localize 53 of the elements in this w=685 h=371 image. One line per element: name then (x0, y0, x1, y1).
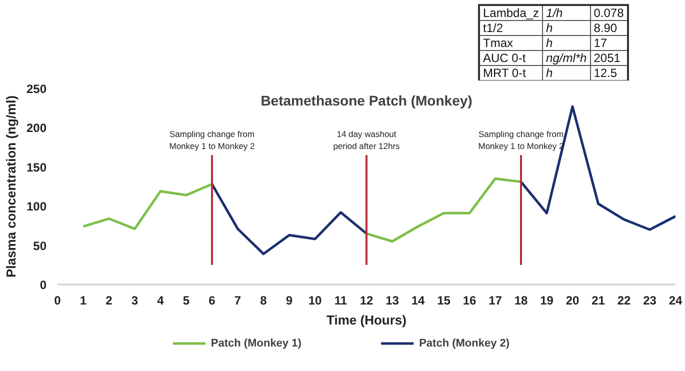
x-tick-label: 4 (157, 294, 164, 308)
x-tick-label: 14 (411, 294, 425, 308)
text: Lambda_z (479, 5, 543, 20)
y-tick-label: 150 (26, 160, 47, 174)
text: ng/ml*h (542, 50, 590, 66)
text: 0.078 (590, 5, 628, 20)
ref-line-label: Sampling change from Monkey 1 to Monkey 2 (169, 129, 256, 152)
x-tick-label: 16 (462, 294, 476, 308)
x-axis-title: Time (Hours) (326, 312, 406, 328)
x-tick-label: 18 (514, 294, 528, 308)
x-tick-label: 21 (592, 294, 606, 308)
ref-line-label: 14 day washout period after 12hrs (333, 129, 400, 152)
text: MRT 0-t (479, 66, 543, 81)
x-tick-label: 5 (182, 294, 190, 308)
text: h (542, 20, 590, 36)
legend-label: Patch (Monkey 1) (210, 338, 302, 350)
x-tick-label: 6 (208, 294, 216, 308)
text: t1/2 (479, 20, 543, 36)
x-tick-label: 17 (488, 294, 502, 308)
x-tick-label: 23 (643, 294, 657, 308)
text: 1/h (542, 5, 590, 20)
y-tick-label: 250 (26, 82, 47, 96)
x-tick-label: 9 (286, 294, 293, 308)
text: h (542, 66, 590, 81)
x-tick-label: 7 (234, 294, 242, 308)
text: 12.5 (590, 66, 628, 81)
text: AUC 0-t (479, 50, 543, 66)
text: 8.90 (590, 20, 628, 36)
legend-label: Patch (Monkey 2) (419, 338, 510, 350)
y-tick-label: 50 (33, 238, 47, 253)
x-tick-label: 1 (80, 294, 87, 308)
x-tick-label: 0 (54, 294, 62, 308)
x-tick-label: 20 (566, 294, 580, 308)
text: 17 (590, 36, 628, 50)
text: Tmax (479, 36, 543, 50)
x-tick-label: 3 (131, 294, 138, 308)
x-tick-label: 13 (386, 294, 400, 308)
x-tick-label: 12 (360, 294, 374, 308)
x-tick-label: 15 (437, 294, 451, 308)
x-tick-label: 24 (668, 294, 682, 308)
y-tick-label: 100 (26, 200, 47, 214)
y-tick-label: 200 (26, 121, 47, 136)
text: h (542, 36, 590, 50)
x-tick-label: 19 (540, 294, 554, 308)
x-tick-label: 22 (617, 294, 631, 308)
y-axis-title: Plasma concentration (ng/ml) (3, 95, 18, 278)
y-tick-label: 0 (40, 278, 47, 292)
x-tick-label: 8 (260, 294, 268, 308)
chart-title: Betamethasone Patch (Monkey) (260, 92, 472, 108)
text: 2051 (590, 50, 628, 66)
x-tick-label: 10 (308, 294, 322, 308)
x-tick-label: 2 (106, 294, 113, 308)
x-tick-label: 11 (334, 294, 348, 308)
